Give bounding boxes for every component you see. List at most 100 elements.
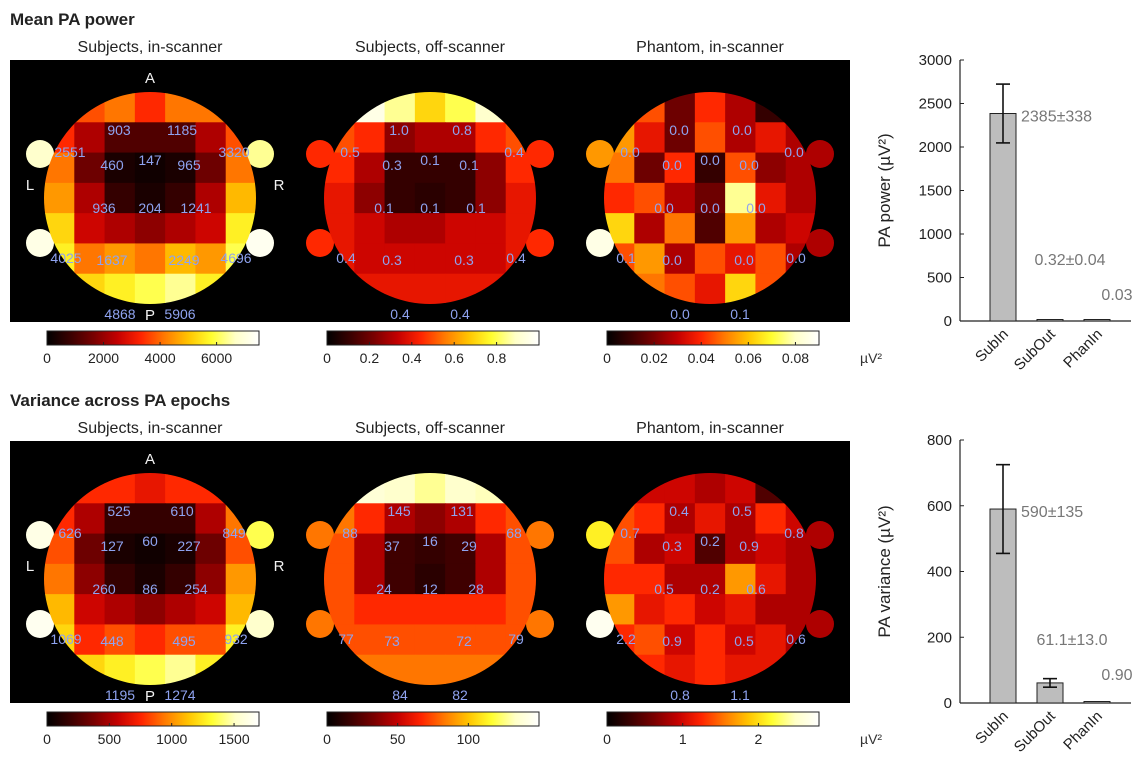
topomap-cell — [165, 624, 197, 656]
topomap-cell — [664, 152, 696, 184]
topomap-cell — [354, 503, 386, 535]
topomap-cells — [324, 92, 536, 304]
electrode-value: 0.4 — [390, 306, 410, 322]
topomap-cell — [195, 563, 227, 595]
electrode-value: 1185 — [167, 122, 197, 138]
topomap-cell — [74, 152, 106, 184]
electrode-value: 0.5 — [340, 144, 360, 160]
topomap-cell — [445, 182, 477, 214]
topomap-cell — [755, 213, 787, 245]
topomap-cell — [634, 213, 666, 245]
electrode-value: 0.0 — [670, 306, 690, 322]
topomap-cells — [44, 92, 256, 304]
electrode-value: 0.4 — [506, 250, 526, 266]
y-axis-label: PA power (µV²) — [875, 133, 894, 247]
topomap-cell — [414, 624, 446, 656]
electrode-value: 0.0 — [669, 122, 689, 138]
topomap-cell — [104, 563, 136, 595]
topomap-cell — [165, 533, 197, 565]
topomap-cell — [694, 533, 726, 565]
electrode-value: 86 — [142, 581, 158, 597]
topomap-cell — [414, 213, 446, 245]
topomap-cell — [755, 533, 787, 565]
topomap-cell — [134, 563, 166, 595]
topomap-cell — [445, 594, 477, 626]
topomap-cell — [694, 563, 726, 595]
colorbar — [46, 330, 260, 346]
ear-electrode — [806, 610, 834, 638]
topomap-cell — [664, 243, 696, 275]
y-tick-label: 600 — [927, 498, 952, 515]
electrode-value: 4868 — [104, 306, 135, 322]
electrode-value: 79 — [508, 631, 524, 647]
electrode-value: 24 — [376, 581, 392, 597]
electrode-value: 0.0 — [732, 122, 752, 138]
electrode-value: 145 — [387, 503, 411, 519]
topomap-cell — [354, 122, 386, 154]
topomap-cell — [694, 503, 726, 535]
topomap-cell — [324, 182, 355, 214]
topomap-cell — [475, 122, 507, 154]
orientation-label-anterior: A — [145, 70, 155, 87]
topomap-cell — [134, 594, 166, 626]
electrode-value: 495 — [172, 633, 196, 649]
topomap-cell — [384, 624, 416, 656]
topomap-cell — [505, 563, 536, 595]
electrode-value: 28 — [468, 581, 484, 597]
ear-electrode — [586, 140, 614, 168]
topomap-cell — [104, 182, 136, 214]
topomap-cell — [165, 182, 197, 214]
y-axis-label: PA variance (µV²) — [875, 505, 894, 637]
topomap-cell — [104, 243, 136, 275]
ear-electrode — [26, 610, 54, 638]
topomap-cell — [445, 624, 477, 656]
y-tick-label: 200 — [927, 629, 952, 646]
colorbar-tick-label: 0.08 — [782, 350, 809, 366]
electrode-value: 0.4 — [504, 144, 524, 160]
ear-electrode — [806, 140, 834, 168]
ear-electrode — [526, 229, 554, 257]
ear-electrode — [26, 140, 54, 168]
electrode-value: 29 — [461, 538, 477, 554]
panel-title: Subjects, off-scanner — [355, 39, 506, 56]
electrode-value: 0.0 — [734, 252, 754, 268]
topomap-cell — [664, 533, 696, 565]
topomap-cell — [74, 533, 106, 565]
electrode-value: 5906 — [164, 306, 195, 322]
bar — [1036, 319, 1064, 322]
electrode-value: 0.7 — [620, 525, 640, 541]
topomap-cell — [384, 563, 416, 595]
electrode-value: 204 — [138, 200, 162, 216]
electrode-value: 0.5 — [654, 581, 674, 597]
topomap-cell — [104, 213, 136, 245]
electrode-value: 147 — [138, 152, 162, 168]
topomap-cell — [134, 533, 166, 565]
topomap-cell — [604, 563, 635, 595]
colorbar-tick-label: 2 — [755, 731, 763, 747]
y-tick-label: 800 — [927, 432, 952, 449]
electrode-value: 2249 — [168, 252, 199, 268]
electrode-value: 4696 — [220, 250, 251, 266]
ear-electrode — [806, 521, 834, 549]
topomap-panel: Phantom, in-scanner 0.4 0.5 0.7 0.3 0.2 0.9 0.8… — [570, 420, 882, 747]
panel-title: Subjects, in-scanner — [78, 420, 224, 437]
topomap-cell — [195, 624, 227, 656]
topomap-cell — [414, 182, 446, 214]
orientation-label-left: L — [26, 177, 34, 194]
colorbar-tick-label: 0.6 — [444, 350, 464, 366]
topomap-cell — [664, 563, 696, 595]
topomap-cell — [725, 213, 757, 245]
colorbar-tick-label: 0.2 — [360, 350, 380, 366]
bar-chart: 0 500 1000 1500 2000 2500 3000 PA power (µV²) Su… — [875, 52, 1133, 374]
electrode-value: 131 — [450, 503, 474, 519]
electrode-value: 0.0 — [700, 200, 720, 216]
ear-electrode — [806, 229, 834, 257]
topomap-cell — [414, 503, 446, 535]
electrode-value: 0.8 — [452, 122, 472, 138]
electrode-value: 4025 — [50, 250, 81, 266]
topomap-cell — [634, 533, 666, 565]
electrode-value: 0.8 — [784, 525, 804, 541]
topomap-cell — [755, 122, 787, 154]
topomap-cell — [74, 563, 106, 595]
topomap-cell — [725, 533, 757, 565]
